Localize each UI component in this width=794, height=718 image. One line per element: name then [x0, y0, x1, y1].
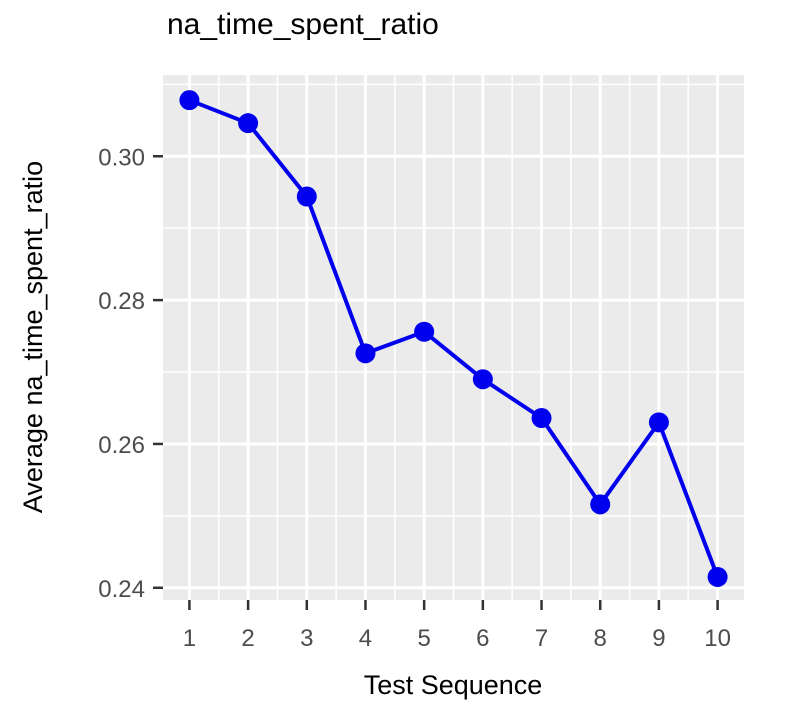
data-point	[238, 113, 259, 134]
y-tick-label: 0.26	[98, 432, 145, 459]
chart-title: na_time_spent_ratio	[167, 8, 439, 41]
x-tick-label: 5	[417, 625, 430, 652]
grid-major	[163, 75, 744, 600]
x-tick-label: 6	[476, 625, 489, 652]
data-point	[531, 408, 552, 429]
series-points	[179, 90, 728, 587]
x-axis: 1 2 3 4 5 6 7 8 9 10	[183, 600, 731, 652]
x-tick-label: 8	[594, 625, 607, 652]
data-point	[296, 186, 317, 207]
grid-minor	[163, 75, 744, 600]
x-axis-title: Test Sequence	[364, 670, 543, 700]
y-axis: 0.24 0.26 0.28 0.30	[98, 144, 163, 603]
data-point	[472, 369, 493, 390]
data-point	[707, 566, 728, 587]
x-tick-label: 3	[300, 625, 313, 652]
data-point	[648, 412, 669, 433]
y-tick-label: 0.24	[98, 576, 145, 603]
x-tick-label: 7	[535, 625, 548, 652]
data-point	[179, 90, 200, 111]
y-tick-label: 0.30	[98, 144, 145, 171]
x-tick-label: 10	[704, 625, 731, 652]
data-point	[355, 343, 376, 364]
data-point	[590, 494, 611, 515]
x-tick-label: 4	[359, 625, 372, 652]
x-tick-label: 1	[183, 625, 196, 652]
y-tick-label: 0.28	[98, 288, 145, 315]
x-tick-label: 2	[241, 625, 254, 652]
x-tick-label: 9	[652, 625, 665, 652]
series-line	[188, 98, 720, 578]
y-axis-title: Average na_time_spent_ratio	[18, 161, 48, 513]
data-point	[414, 321, 435, 342]
